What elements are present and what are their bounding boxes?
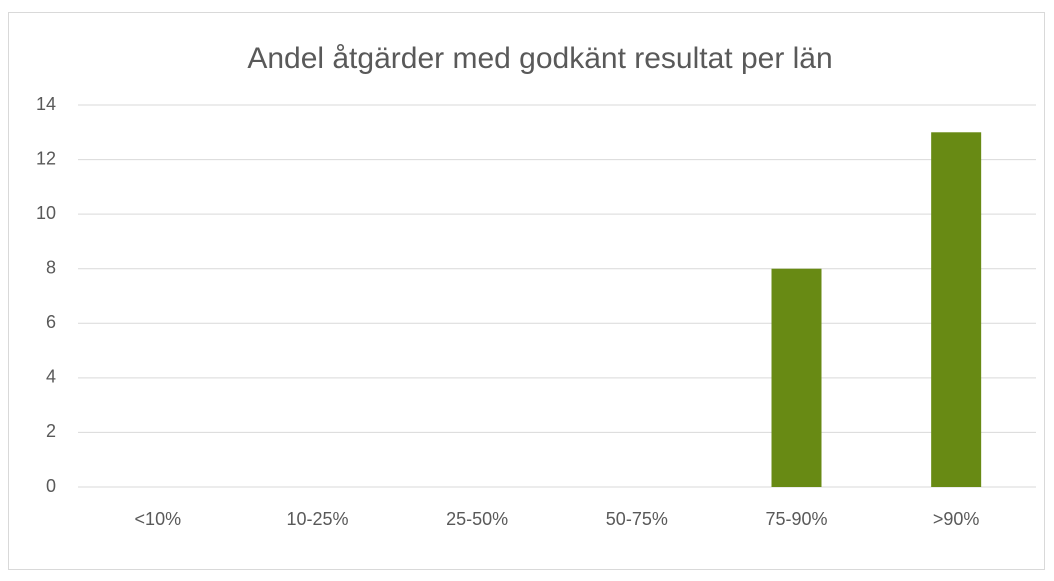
- x-tick-label: 50-75%: [606, 509, 668, 529]
- bar: [931, 132, 982, 488]
- bar: [771, 268, 822, 487]
- y-tick-label: 6: [46, 312, 56, 332]
- y-tick-label: 14: [36, 94, 56, 114]
- chart-title: Andel åtgärder med godkänt resultat per …: [247, 42, 832, 75]
- y-tick-label: 12: [36, 148, 56, 168]
- x-tick-label: >90%: [933, 509, 980, 529]
- y-tick-label: 10: [36, 203, 56, 223]
- x-tick-label: 75-90%: [765, 509, 827, 529]
- y-tick-label: 8: [46, 257, 56, 277]
- x-tick-label: 25-50%: [446, 509, 508, 529]
- x-tick-label: 10-25%: [286, 509, 348, 529]
- y-tick-label: 4: [46, 367, 56, 387]
- chart-border: [8, 12, 1045, 570]
- x-tick-label: <10%: [135, 509, 182, 529]
- y-tick-label: 0: [46, 476, 56, 496]
- y-tick-label: 2: [46, 421, 56, 441]
